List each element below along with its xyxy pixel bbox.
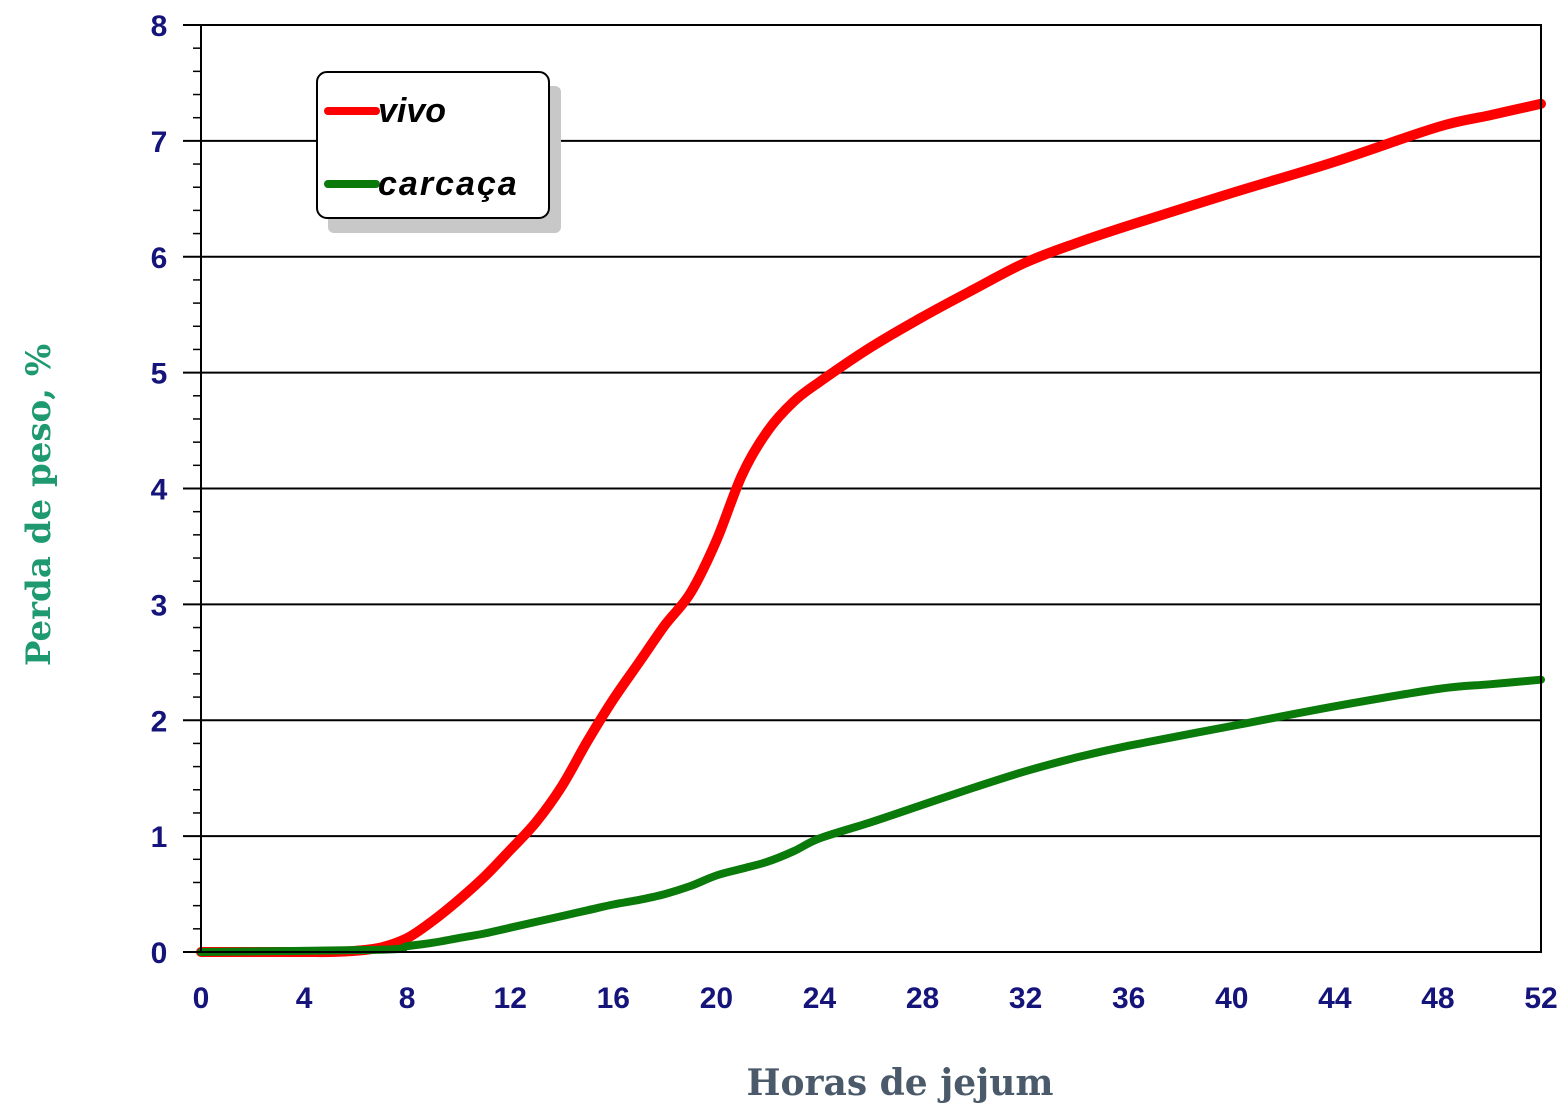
x-tick-label: 16: [597, 982, 630, 1015]
y-tick-label: 5: [151, 358, 168, 391]
y-tick-label: 4: [151, 474, 168, 507]
x-tick-label: 28: [906, 982, 939, 1015]
x-tick-label: 4: [296, 982, 313, 1015]
x-tick-label: 32: [1009, 982, 1042, 1015]
legend: vivo carcaça: [316, 71, 561, 233]
x-tick-label: 12: [494, 982, 527, 1015]
x-tick-label: 24: [803, 982, 837, 1015]
legend-label-vivo: vivo: [378, 92, 446, 130]
x-tick-label: 0: [193, 982, 210, 1015]
y-tick-label: 6: [151, 242, 168, 275]
x-tick-label: 48: [1421, 982, 1454, 1015]
grid-lines: [201, 139, 1541, 838]
series-line-1: [197, 675, 1545, 956]
series-lines: [196, 98, 1546, 958]
y-tick-label: 7: [151, 126, 168, 159]
y-tick-label: 3: [151, 589, 168, 622]
x-tick-label: 20: [700, 982, 733, 1015]
y-axis: 0 1 2 3 4 5 6 7 8: [151, 10, 201, 970]
y-tick-label: 8: [151, 10, 168, 43]
series-line-0: [196, 98, 1546, 958]
x-tick-label: 44: [1318, 982, 1352, 1015]
x-tick-label: 36: [1112, 982, 1145, 1015]
y-axis-title: Perda de peso, %: [19, 344, 59, 666]
y-tick-label: 2: [151, 705, 168, 738]
x-tick-label: 52: [1524, 982, 1557, 1015]
x-tick-label: 40: [1215, 982, 1248, 1015]
x-axis-title: Horas de jejum: [747, 1062, 1054, 1103]
x-axis: 0 4 8 12 16 20 24 28 32 36 40 44 48 52: [193, 982, 1558, 1015]
y-tick-label: 0: [151, 937, 168, 970]
y-tick-label: 1: [151, 821, 168, 854]
x-tick-label: 8: [399, 982, 416, 1015]
legend-label-carcaca: carcaça: [378, 165, 519, 203]
